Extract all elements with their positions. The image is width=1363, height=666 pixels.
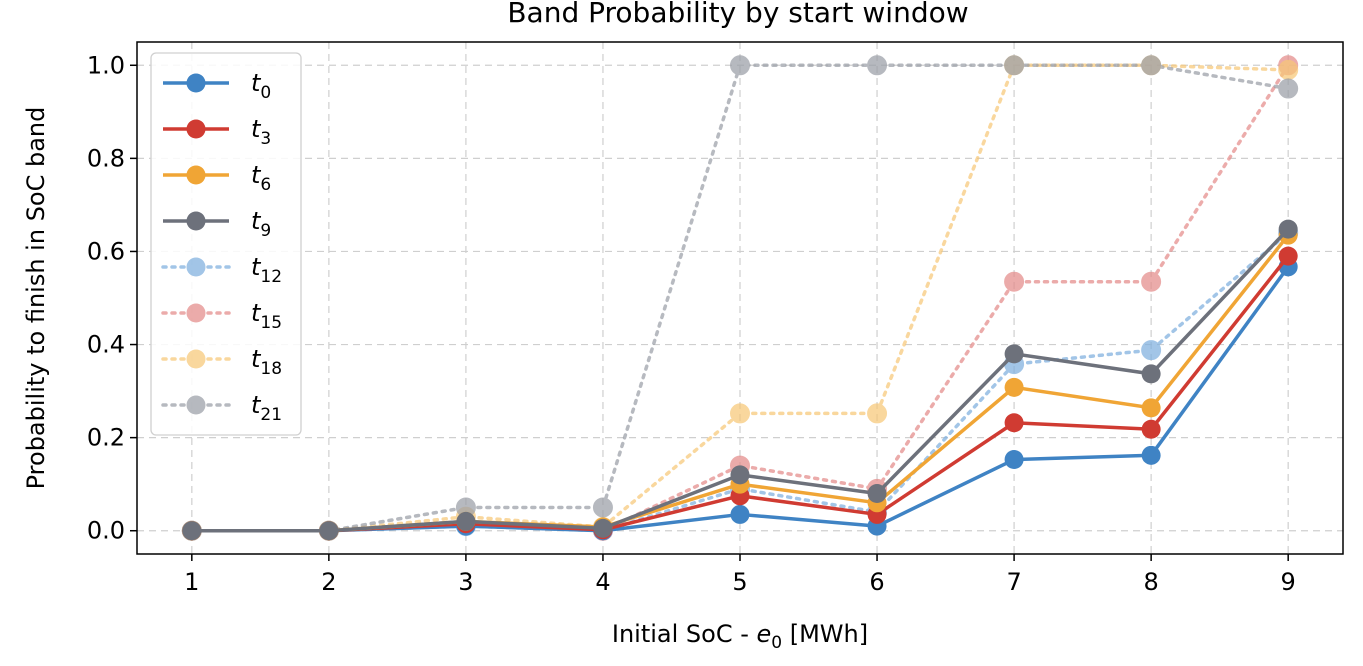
x-tick-label: 3: [458, 568, 473, 596]
data-point-t0: [730, 504, 750, 524]
legend-label-t3: t3: [251, 115, 271, 149]
legend-label-t15: t15: [251, 299, 282, 333]
legend-marker-t18: [186, 349, 206, 369]
legend-item-t6: [163, 165, 229, 185]
x-tick-label: 1: [184, 568, 199, 596]
legend-marker-t0: [186, 73, 206, 93]
data-point-t21: [867, 55, 888, 76]
legend-item-t18: [161, 349, 231, 369]
data-point-t3: [1004, 413, 1024, 433]
legend-frame: [150, 52, 302, 436]
series-t21: [181, 55, 1299, 541]
legend-item-t21: [161, 395, 231, 415]
x-tick-label: 4: [595, 568, 610, 596]
data-point-t3: [1141, 419, 1161, 439]
y-tick-label: 0.4: [87, 331, 125, 359]
legend-marker-t6: [186, 165, 206, 185]
x-tick-label: 5: [732, 568, 747, 596]
legend-marker-t21: [186, 395, 206, 415]
legend-item-t3: [163, 119, 229, 139]
data-point-t9: [1141, 364, 1161, 384]
legend-label-t6: t6: [251, 161, 271, 195]
legend-item-t12: [161, 257, 231, 277]
data-point-t9: [182, 521, 202, 541]
data-point-t21: [730, 55, 750, 76]
x-tick-label: 2: [321, 568, 336, 596]
x-tick-label: 6: [869, 568, 884, 596]
legend-item-t9: [163, 211, 229, 231]
data-point-t6: [1141, 398, 1161, 418]
legend-marker-t3: [186, 119, 206, 139]
x-axis-label: Initial SoC - e0 [MWh]: [612, 620, 868, 653]
data-point-t9: [319, 521, 339, 541]
axis-ticks: 1 2 3 4 5 6 7 8 9 0.0 0.2 0.4 0.6 0.8 1.0: [87, 51, 1296, 596]
data-point-t21: [1141, 55, 1162, 76]
chart-title: Band Probability by start window: [507, 0, 968, 29]
data-point-t21: [592, 497, 613, 518]
legend-label-t12: t12: [251, 253, 282, 287]
legend-marker-t15: [186, 303, 206, 323]
data-point-t9: [867, 483, 887, 503]
y-tick-label: 0.2: [87, 424, 125, 452]
y-tick-label: 0.0: [87, 517, 125, 545]
data-point-t15: [1141, 271, 1162, 292]
x-tick-label: 7: [1006, 568, 1021, 596]
series-layer: [181, 55, 1299, 541]
legend-item-t15: [161, 303, 231, 323]
data-point-t18: [1278, 59, 1299, 80]
data-point-t21: [1278, 78, 1299, 99]
data-point-t9: [593, 518, 613, 538]
legend-label-t0: t0: [251, 69, 271, 103]
data-point-t9: [1004, 344, 1024, 364]
y-axis-label: Probability to finish in SoC band: [22, 107, 50, 490]
x-tick-label: 9: [1281, 568, 1296, 596]
data-point-t9: [456, 511, 476, 531]
data-point-t18: [867, 403, 888, 424]
legend-marker-t9: [186, 211, 206, 231]
data-point-t9: [1278, 219, 1298, 239]
legend: t0 t3 t6 t9 t12 t15 t18 t21: [150, 52, 302, 436]
legend-label-t9: t9: [251, 207, 271, 241]
legend-label-t18: t18: [251, 345, 282, 379]
data-point-t12: [1141, 340, 1162, 361]
data-point-t3: [1278, 246, 1298, 266]
legend-marker-t12: [186, 257, 206, 277]
legend-item-t0: [163, 73, 229, 93]
data-point-t0: [1141, 445, 1161, 465]
data-point-t6: [1004, 377, 1024, 397]
x-tick-label: 8: [1143, 568, 1158, 596]
data-point-t18: [730, 403, 750, 424]
data-point-t21: [1004, 55, 1025, 76]
data-point-t9: [730, 465, 750, 485]
data-point-t0: [1004, 450, 1024, 470]
series-t9: [182, 219, 1298, 541]
y-tick-label: 0.8: [87, 144, 125, 172]
data-point-t15: [1004, 271, 1025, 292]
legend-label-t21: t21: [251, 391, 282, 425]
y-tick-label: 1.0: [87, 51, 125, 79]
y-tick-label: 0.6: [87, 237, 125, 265]
